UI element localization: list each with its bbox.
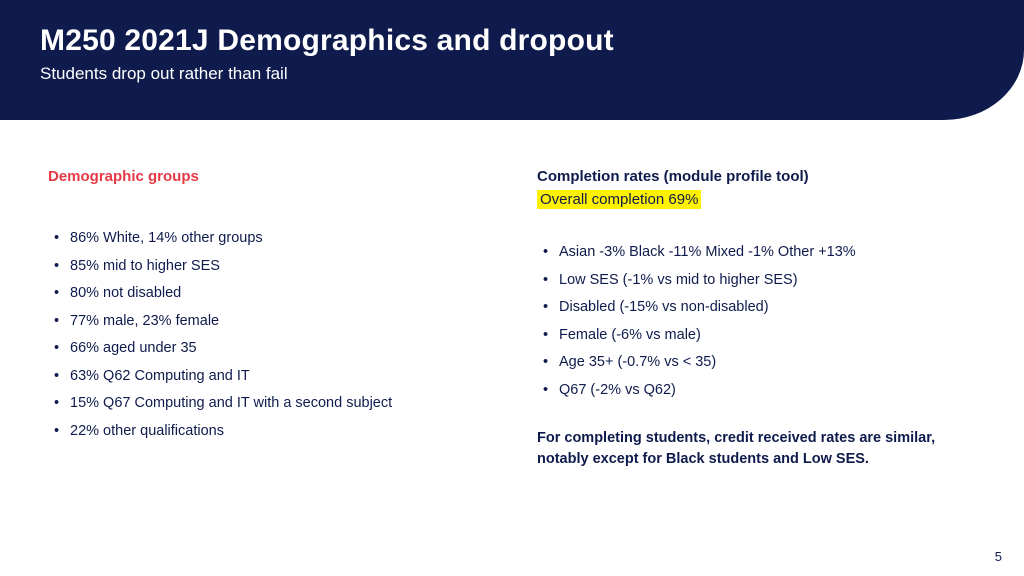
slide-title: M250 2021J Demographics and dropout [40, 24, 984, 58]
left-column: Demographic groups 86% White, 14% other … [48, 168, 487, 470]
list-item: 86% White, 14% other groups [48, 225, 487, 253]
list-item: 80% not disabled [48, 280, 487, 308]
list-item: Q67 (-2% vs Q62) [537, 377, 976, 405]
list-item: Low SES (-1% vs mid to higher SES) [537, 267, 976, 295]
list-item: 15% Q67 Computing and IT with a second s… [48, 390, 487, 418]
right-column: Completion rates (module profile tool) O… [537, 168, 976, 470]
demographics-list: 86% White, 14% other groups 85% mid to h… [48, 225, 487, 445]
highlight-row: Overall completion 69% [537, 191, 976, 209]
list-item: Disabled (-15% vs non-disabled) [537, 294, 976, 322]
list-item: 22% other qualifications [48, 418, 487, 446]
slide-subtitle: Students drop out rather than fail [40, 64, 984, 84]
footnote: For completing students, credit received… [537, 428, 976, 470]
list-item: Age 35+ (-0.7% vs < 35) [537, 349, 976, 377]
list-item: Female (-6% vs male) [537, 322, 976, 350]
right-heading: Completion rates (module profile tool) [537, 168, 976, 185]
slide: M250 2021J Demographics and dropout Stud… [0, 0, 1024, 576]
list-item: 66% aged under 35 [48, 335, 487, 363]
slide-header: M250 2021J Demographics and dropout Stud… [0, 0, 1024, 120]
page-number: 5 [995, 549, 1002, 564]
left-heading: Demographic groups [48, 168, 487, 185]
list-item: Asian -3% Black -11% Mixed -1% Other +13… [537, 239, 976, 267]
overall-completion-highlight: Overall completion 69% [537, 190, 701, 209]
list-item: 63% Q62 Computing and IT [48, 363, 487, 391]
slide-body: Demographic groups 86% White, 14% other … [0, 120, 1024, 470]
completion-list: Asian -3% Black -11% Mixed -1% Other +13… [537, 239, 976, 404]
list-item: 77% male, 23% female [48, 308, 487, 336]
list-item: 85% mid to higher SES [48, 253, 487, 281]
